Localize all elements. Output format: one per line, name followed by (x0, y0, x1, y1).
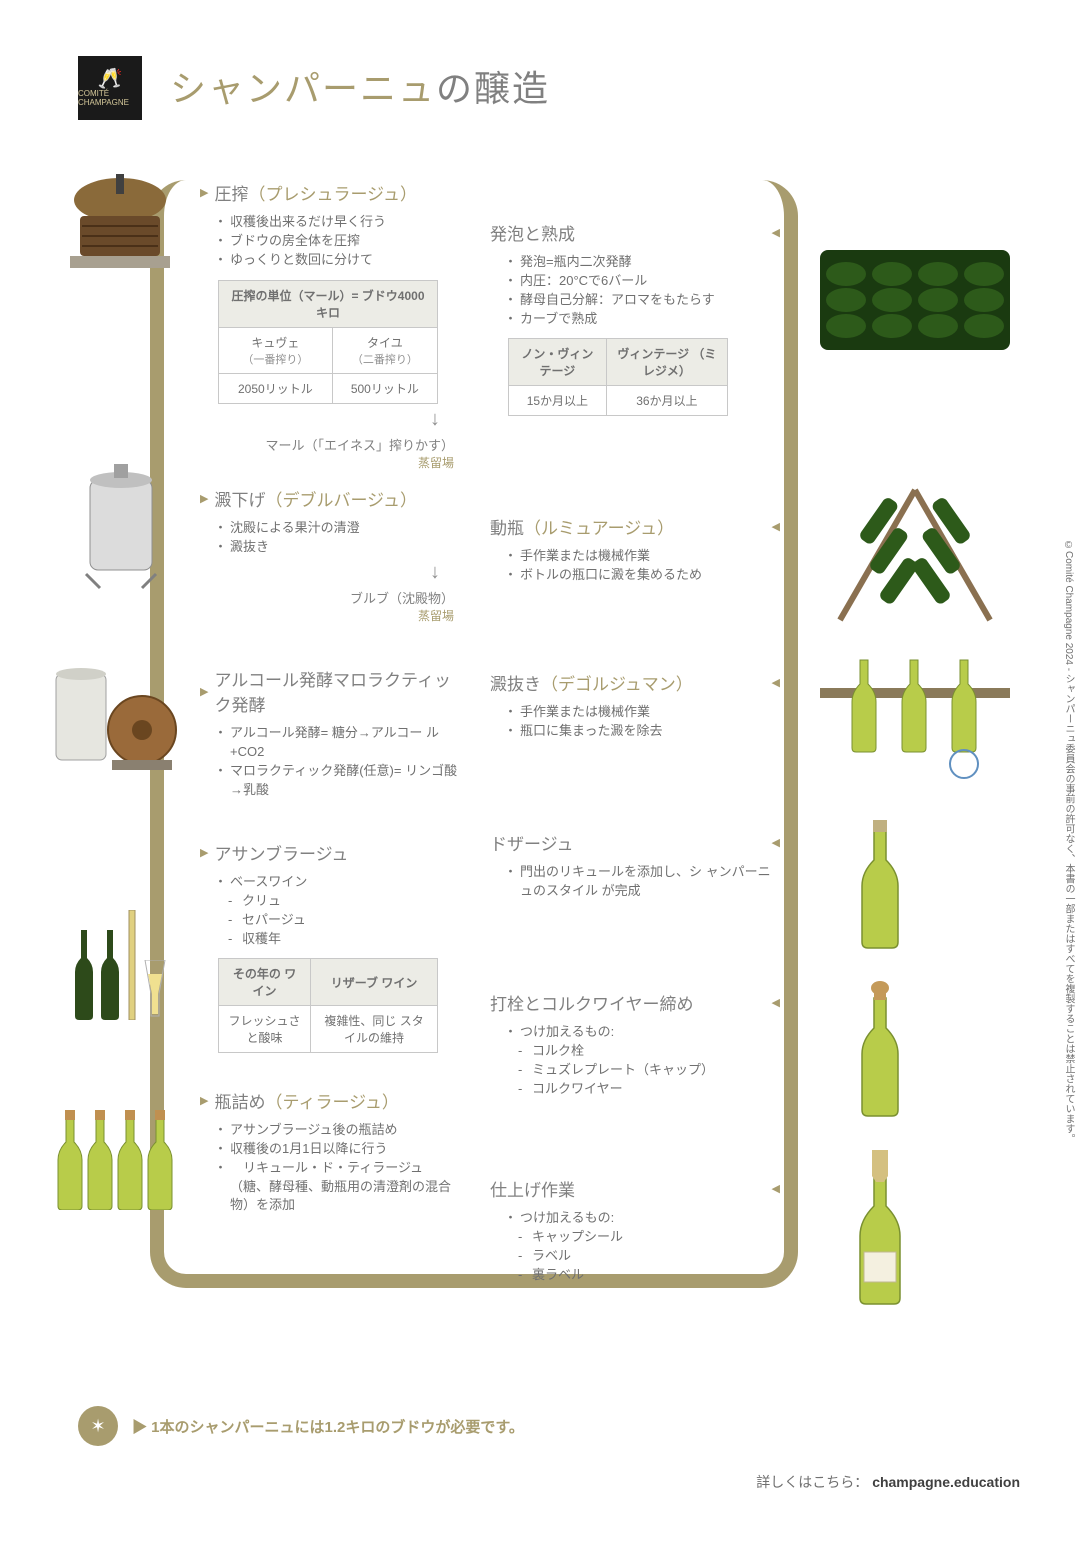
bullet-item: 内圧：20°Cで6バール (508, 272, 780, 291)
step-title: 仕上げ作業◀ (490, 1176, 780, 1201)
process-step: 澱抜き（デゴルジュマン）◀ 手作業または機械作業瓶口に集まった澱を除去 (490, 670, 780, 741)
bullet-item: アサンブラージュ後の瓶詰め (218, 1121, 460, 1140)
sub-bullet-item: セパージュ (218, 911, 460, 930)
step-bullets: 手作業または機械作業瓶口に集まった澱を除去 (490, 703, 780, 741)
bullet-item: 収穫後の1月1日以降に行う (218, 1140, 460, 1159)
step-bullets: つけ加えるもの:キャップシールラベル裏ラベル (490, 1209, 780, 1284)
bullet-item: 手作業または機械作業 (508, 703, 780, 722)
step-title: 澱抜き（デゴルジュマン）◀ (490, 670, 780, 695)
step-bullets: 発泡=瓶内二次発酵内圧：20°Cで6バール酵母自己分解：アロマをもたらすカーブで… (490, 253, 780, 328)
corking-illustration (850, 980, 910, 1120)
step-bullets: アルコール発酵= 糖分→アルコー ル+CO2マロラクティック発酵(任意)= リン… (200, 724, 460, 799)
process-step: ▶圧搾（プレシュラージュ） 収穫後出来るだけ早く行うブドウの房全体を圧搾ゆっくりと… (200, 180, 460, 471)
step-title: ▶アサンブラージュ (200, 840, 460, 865)
bullet-item: ブドウの房全体を圧搾 (218, 232, 460, 251)
bullet-item: 澱抜き (218, 538, 460, 557)
sub-bullet-item: 収穫年 (218, 930, 460, 949)
step-bullets: ベースワインクリュセパージュ収穫年 (200, 873, 460, 948)
sub-bullet-item: 裏ラベル (508, 1266, 780, 1285)
bullet-item: 瓶口に集まった澱を除去 (508, 722, 780, 741)
page-title: シャンパーニュの醸造 (170, 60, 550, 112)
bullet-item: ボトルの瓶口に澱を集めるため (508, 566, 780, 585)
step-bullets: 沈殿による果汁の清澄澱抜き (200, 519, 460, 557)
process-step: 打栓とコルクワイヤー締め◀ つけ加えるもの:コルク栓ミュズレプレート（キャップ）コ… (490, 990, 780, 1098)
bullet-item: つけ加えるもの: (508, 1023, 780, 1042)
bullet-item: ベースワイン (218, 873, 460, 892)
step-title: 動瓶（ルミュアージュ）◀ (490, 514, 780, 539)
process-step: 仕上げ作業◀ つけ加えるもの:キャップシールラベル裏ラベル (490, 1176, 780, 1284)
aging-illustration (820, 240, 1010, 360)
footer-prefix: 詳しくはこちら： (756, 1474, 868, 1490)
process-step: 動瓶（ルミュアージュ）◀ 手作業または機械作業ボトルの瓶口に澱を集めるため (490, 514, 780, 585)
byproduct-label: マール（「エイネス」搾りかす）蒸留場 (200, 435, 460, 471)
finishing-illustration (850, 1150, 910, 1310)
sub-bullet-item: キャップシール (508, 1228, 780, 1247)
down-arrow-icon: ↓ (200, 561, 460, 584)
step-title: ▶澱下げ（デブルバージュ） (200, 486, 460, 511)
bullet-item: 発泡=瓶内二次発酵 (508, 253, 780, 272)
footer-url: champagne.education (872, 1474, 1020, 1490)
step-title: 発泡と熟成◀ (490, 220, 780, 245)
footer-link: 詳しくはこちら： champagne.education (756, 1472, 1020, 1492)
tirage-illustration (40, 1090, 190, 1210)
sub-bullet-item: コルクワイヤー (508, 1080, 780, 1099)
sub-bullet-item: ミュズレプレート（キャップ） (508, 1061, 780, 1080)
sub-bullet-item: クリュ (218, 892, 460, 911)
bullet-item: つけ加えるもの: (508, 1209, 780, 1228)
down-arrow-icon: ↓ (200, 408, 460, 431)
bullet-item: ゆっくりと数回に分けて (218, 251, 460, 270)
press-illustration (60, 170, 180, 280)
bullet-item: 収穫後出来るだけ早く行う (218, 213, 460, 232)
info-table: ノン・ヴィン テージヴィンテージ （ミレジメ）15か月以上36か月以上 (508, 338, 728, 416)
sub-bullet-item: コルク栓 (508, 1042, 780, 1061)
process-step: ▶アサンブラージュベースワインクリュセパージュ収穫年その年の ワインリザーブ ワ… (200, 840, 460, 1053)
fermentation-illustration (50, 660, 180, 780)
info-table: その年の ワインリザーブ ワインフレッシュさ と酸味複雑性、同じ スタイルの維持 (218, 958, 438, 1053)
step-title: ▶アルコール発酵マロラクティック発酵 (200, 666, 460, 716)
footer-tip: ✶ ▶ 1本のシャンパーニュには1.2キロのブドウが必要です。 (78, 1406, 524, 1446)
step-bullets: 手作業または機械作業ボトルの瓶口に澱を集めるため (490, 547, 780, 585)
step-bullets: 収穫後出来るだけ早く行うブドウの房全体を圧搾ゆっくりと数回に分けて (200, 213, 460, 270)
logo-glass-icon: 🥂 (98, 69, 123, 89)
title-rest: の醸造 (436, 68, 550, 109)
step-bullets: つけ加えるもの:コルク栓ミュズレプレート（キャップ）コルクワイヤー (490, 1023, 780, 1098)
byproduct-label: ブルブ（沈殿物）蒸留場 (200, 588, 460, 624)
disgorgement-illustration (820, 650, 1010, 780)
step-title: 打栓とコルクワイヤー締め◀ (490, 990, 780, 1015)
logo-text: COMITÉ CHAMPAGNE (78, 89, 142, 107)
process-step: ドザージュ◀ 門出のリキュールを添加し、シ ャンパーニュのスタイル が完成 (490, 830, 780, 901)
tank-illustration (76, 460, 166, 590)
bullet-item: 酵母自己分解：アロマをもたらす (508, 291, 780, 310)
bullet-item: リキュール・ド・ティラージュ（糖、酵母種、動瓶用の清澄剤の混合物）を添加 (218, 1159, 460, 1216)
comite-champagne-logo: 🥂 COMITÉ CHAMPAGNE (78, 56, 142, 120)
pressing-table: 圧搾の単位（マール）= ブドウ4000キロキュヴェ（一番搾り）タイユ（二番搾り）… (218, 280, 438, 404)
bullet-item: アルコール発酵= 糖分→アルコー ル+CO2 (218, 724, 460, 762)
bullet-item: マロラクティック発酵(任意)= リンゴ酸→乳酸 (218, 762, 460, 800)
process-step: ▶瓶詰め（ティラージュ） アサンブラージュ後の瓶詰め収穫後の1月1日以降に行う リ… (200, 1088, 460, 1215)
bullet-item: 門出のリキュールを添加し、シ ャンパーニュのスタイル が完成 (508, 863, 780, 901)
step-title: ▶瓶詰め（ティラージュ） (200, 1088, 460, 1113)
step-bullets: 門出のリキュールを添加し、シ ャンパーニュのスタイル が完成 (490, 863, 780, 901)
bullet-item: カーブで熟成 (508, 310, 780, 329)
assemblage-illustration (50, 880, 190, 1020)
step-title: ▶圧搾（プレシュラージュ） (200, 180, 460, 205)
title-accent: シャンパーニュ (170, 68, 436, 109)
process-step: ▶アルコール発酵マロラクティック発酵アルコール発酵= 糖分→アルコー ル+CO2… (200, 666, 460, 799)
step-title: ドザージュ◀ (490, 830, 780, 855)
lightbulb-icon: ✶ (78, 1406, 118, 1446)
dosage-illustration (850, 820, 910, 950)
copyright-text: ©Comité Champagne 2024 - シャンパーニュ委員会の事前の許… (1061, 540, 1076, 1320)
riddling-illustration (820, 480, 1010, 630)
bullet-item: 沈殿による果汁の清澄 (218, 519, 460, 538)
process-step: 発泡と熟成◀ 発泡=瓶内二次発酵内圧：20°Cで6バール酵母自己分解：アロマをもた… (490, 220, 780, 416)
process-step: ▶澱下げ（デブルバージュ） 沈殿による果汁の清澄澱抜き ↓ ブルブ（沈殿物）蒸留場 (200, 486, 460, 624)
tip-text: ▶ 1本のシャンパーニュには1.2キロのブドウが必要です。 (132, 1416, 524, 1437)
sub-bullet-item: ラベル (508, 1247, 780, 1266)
bullet-item: 手作業または機械作業 (508, 547, 780, 566)
step-bullets: アサンブラージュ後の瓶詰め収穫後の1月1日以降に行う リキュール・ド・ティラージ… (200, 1121, 460, 1215)
